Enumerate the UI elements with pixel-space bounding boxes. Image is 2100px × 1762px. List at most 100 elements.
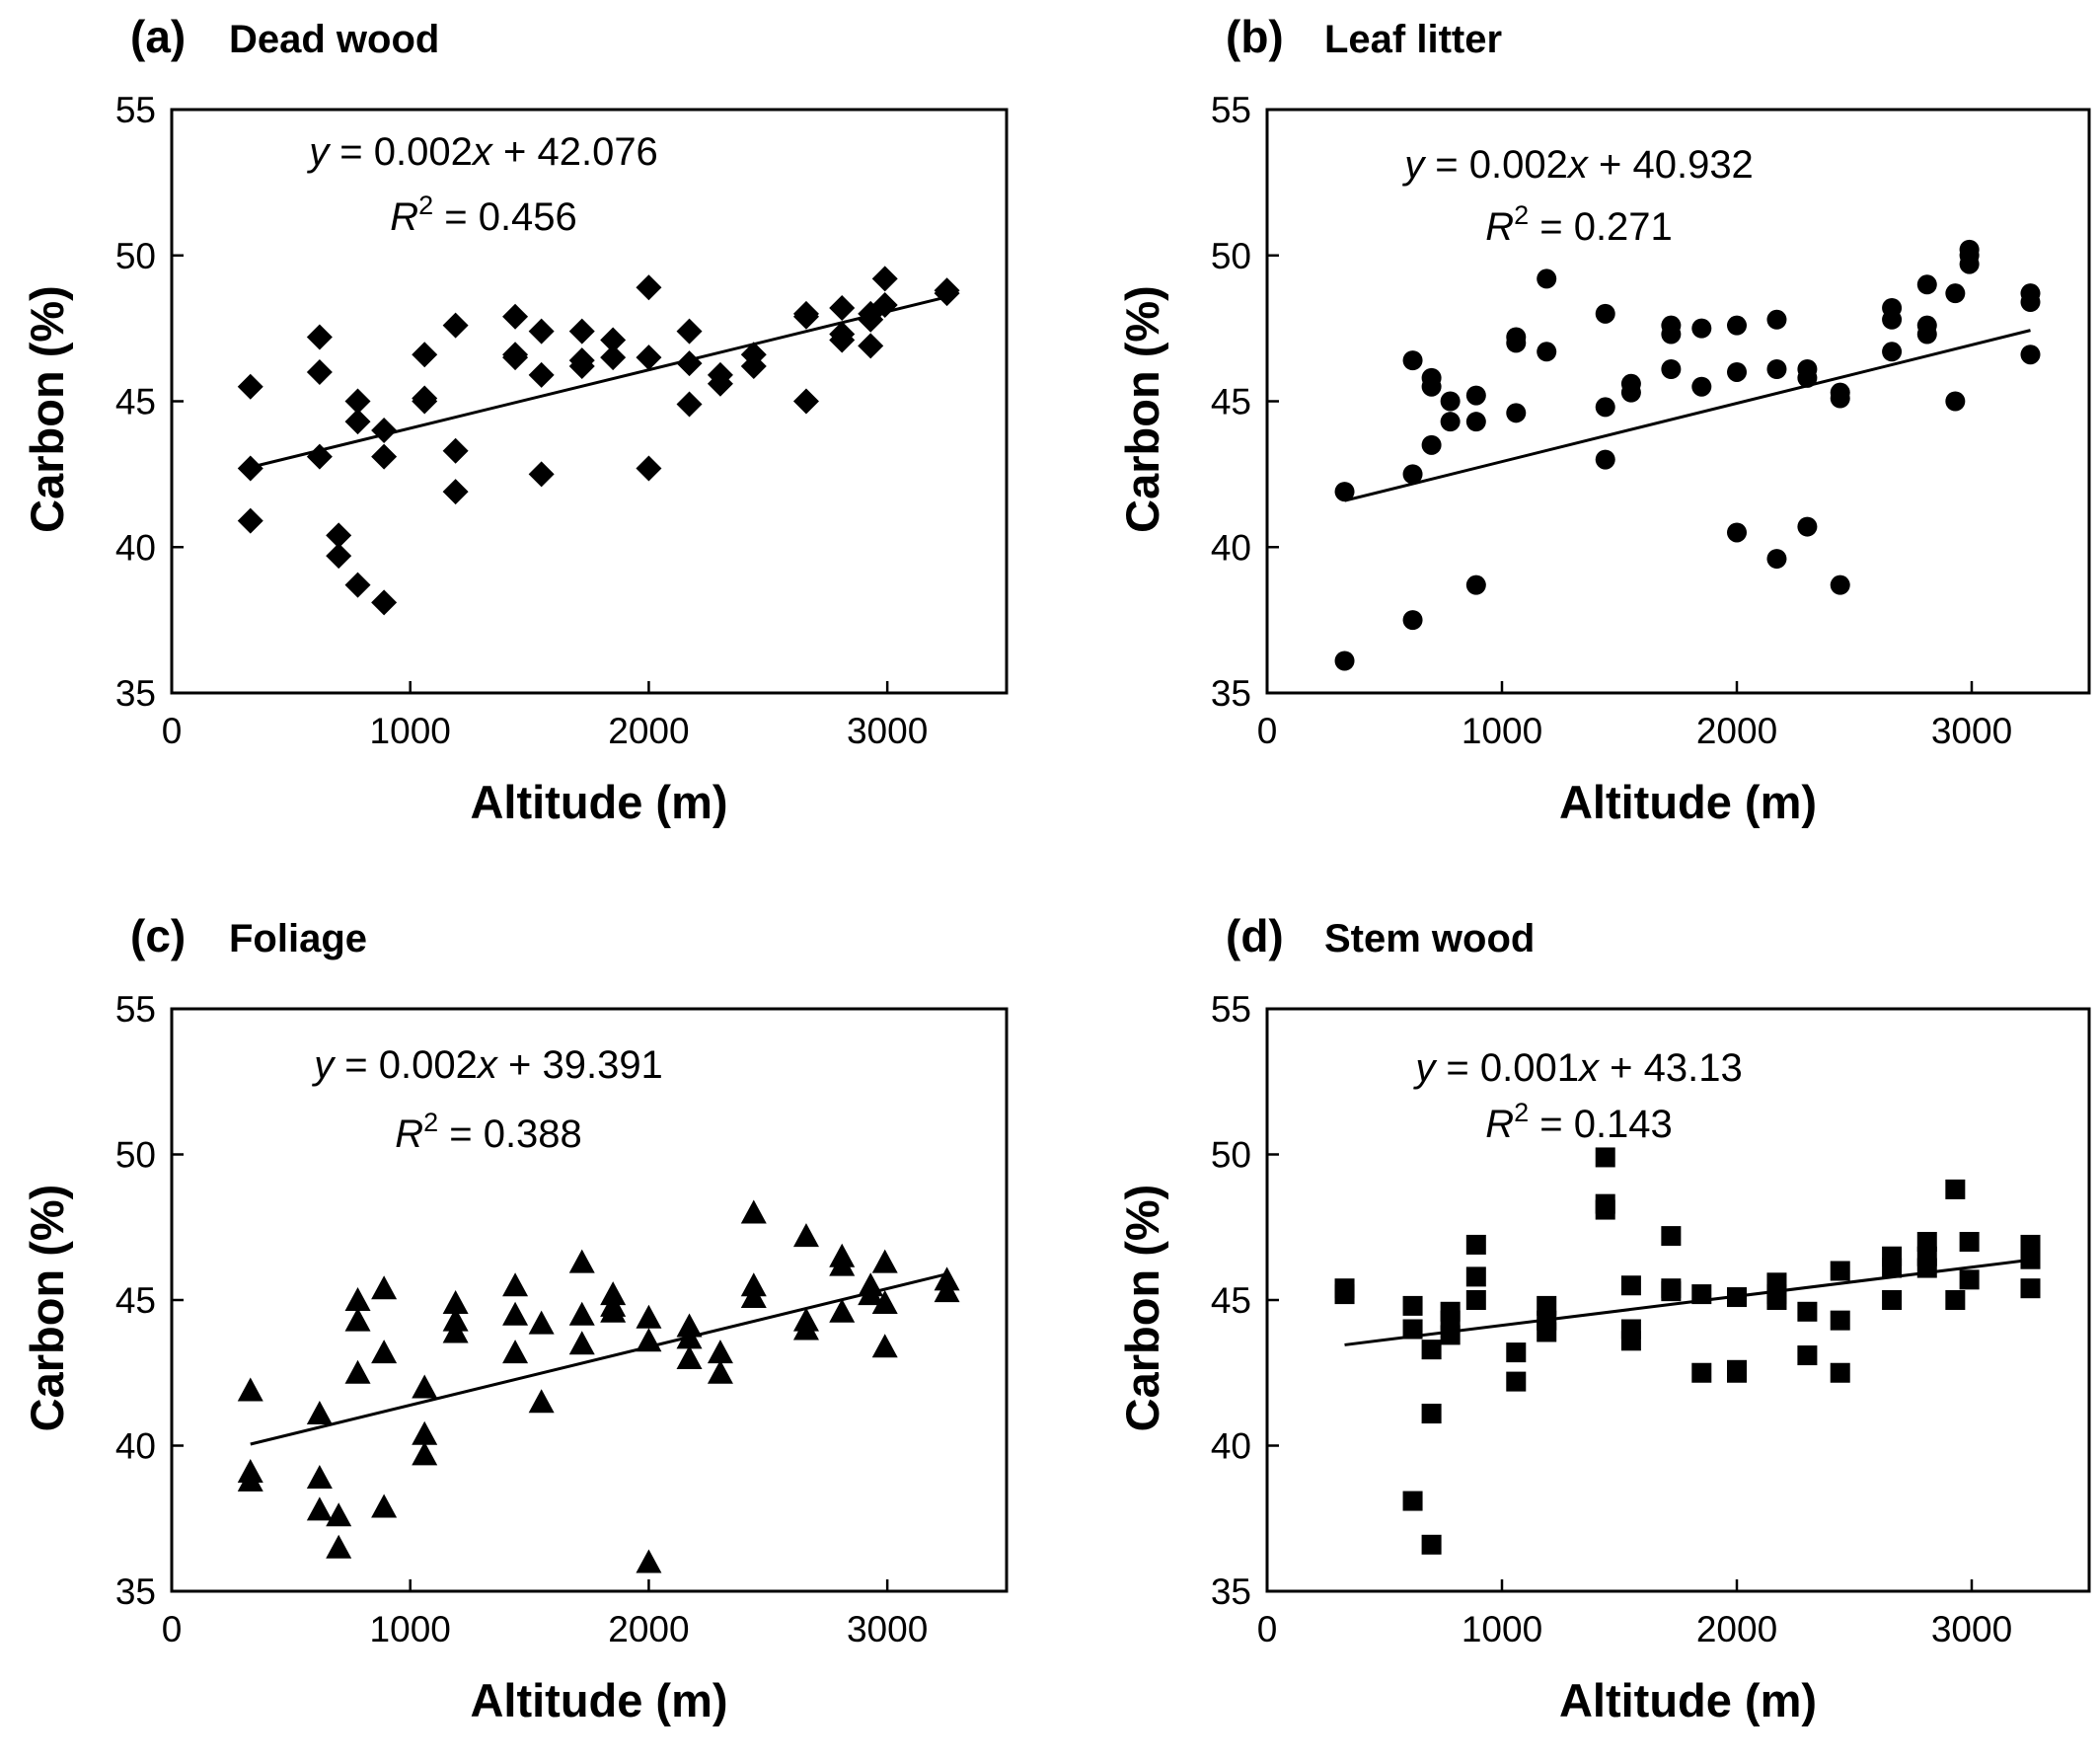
data-point-circle [1421, 376, 1442, 397]
data-points [1334, 239, 2041, 671]
regression-line [250, 295, 947, 469]
data-point-triangle [600, 1298, 627, 1323]
data-point-circle [1882, 342, 1903, 362]
data-point-triangle [344, 1287, 371, 1311]
data-point-triangle [326, 1534, 352, 1559]
data-point-circle [1766, 309, 1787, 330]
x-tick-label: 0 [162, 1609, 183, 1649]
equation-part: = 0.001 [1435, 1046, 1579, 1090]
data-point-diamond [344, 409, 371, 435]
data-point-circle [1506, 333, 1527, 353]
data-point-circle [1766, 358, 1787, 379]
data-point-diamond [371, 418, 398, 444]
data-point-circle [1945, 391, 1966, 412]
data-point-circle [1465, 385, 1486, 406]
data-point-circle [1595, 303, 1615, 324]
data-point-circle [1402, 350, 1423, 371]
equation-part: x [1577, 1046, 1601, 1090]
data-point-square [1661, 1281, 1682, 1302]
axis-ticks [170, 1007, 889, 1593]
data-point-triangle [528, 1310, 555, 1335]
data-point-triangle [371, 1494, 398, 1518]
data-point-triangle [502, 1272, 529, 1297]
data-point-triangle [326, 1502, 352, 1527]
data-point-circle [1465, 575, 1486, 595]
x-tick-label: 3000 [1931, 711, 2012, 751]
data-point-square [1766, 1290, 1787, 1310]
data-point-square [1882, 1258, 1903, 1278]
data-point-triangle [871, 1249, 898, 1273]
data-point-circle [1595, 449, 1615, 470]
data-point-circle [1691, 318, 1712, 339]
plot-frame [170, 108, 1009, 695]
x-axis-title: Altitude (m) [470, 1674, 727, 1726]
data-point-diamond [871, 266, 898, 292]
y-tick-label: 35 [1211, 673, 1251, 714]
y-axis-title: Carbon (%) [21, 1185, 73, 1432]
data-point-diamond [871, 291, 898, 318]
panel-title: Stem wood [1324, 917, 1535, 960]
data-point-square [1691, 1362, 1712, 1383]
panel-title: Dead wood [229, 18, 439, 61]
data-point-triangle [306, 1496, 333, 1521]
chart-panel: (c) Foliage 35 40 45 50 55 0 1000 2000 3000 Altitud… [21, 910, 1009, 1726]
data-point-square [1830, 1310, 1850, 1331]
data-point-square [1620, 1275, 1641, 1296]
axis-ticks [170, 108, 889, 695]
data-point-circle [1661, 324, 1682, 345]
y-tick-label: 55 [1211, 989, 1251, 1030]
data-point-circle [1465, 412, 1486, 432]
data-point-square [1830, 1362, 1850, 1383]
data-point-circle [1595, 397, 1615, 418]
y-tick-label: 50 [1211, 236, 1251, 276]
data-point-triangle [934, 1278, 960, 1303]
r-superscript: 2 [1514, 1098, 1529, 1127]
data-point-triangle [707, 1340, 733, 1364]
data-point-square [1797, 1301, 1818, 1322]
panel-title: Leaf litter [1324, 18, 1502, 61]
data-point-square [1882, 1290, 1903, 1310]
y-tick-label: 40 [115, 1426, 156, 1467]
data-point-triangle [502, 1340, 529, 1364]
data-point-diamond [371, 589, 398, 616]
equation-part: y [1412, 1046, 1438, 1090]
data-point-diamond [636, 345, 662, 371]
equation-part: + 39.391 [497, 1043, 663, 1087]
equation-part: + 42.076 [492, 130, 658, 174]
panel-title: Foliage [229, 917, 367, 960]
data-point-diamond [568, 353, 595, 380]
y-tick-label: 55 [115, 90, 156, 130]
data-point-diamond [829, 294, 856, 321]
data-point-diamond [502, 303, 529, 330]
data-point-square [1830, 1261, 1850, 1281]
data-point-circle [1620, 382, 1641, 403]
y-tick-label: 50 [1211, 1135, 1251, 1176]
data-point-square [1959, 1269, 1980, 1290]
data-points [237, 1199, 960, 1573]
data-point-square [1691, 1284, 1712, 1305]
x-tick-label: 1000 [370, 711, 451, 751]
r-squared: R2 = 0.456 [390, 191, 577, 239]
regression-equation: y = 0.001x + 43.13 [1412, 1046, 1742, 1090]
data-point-diamond [858, 333, 884, 359]
data-point-triangle [344, 1359, 371, 1384]
r-symbol: R [390, 195, 418, 239]
x-axis-title: Altitude (m) [1559, 1674, 1817, 1726]
data-point-square [1506, 1342, 1527, 1363]
data-point-square [1945, 1179, 1966, 1199]
data-point-square [1620, 1331, 1641, 1351]
equation-part: x [1566, 143, 1590, 187]
data-point-diamond [676, 318, 703, 345]
data-point-diamond [412, 342, 438, 368]
data-point-triangle [829, 1298, 856, 1323]
y-axis-title: Carbon (%) [1116, 285, 1168, 533]
plot-frame [1265, 108, 2091, 695]
data-point-diamond [528, 361, 555, 388]
data-point-circle [1537, 342, 1557, 362]
x-tick-label: 2000 [608, 711, 689, 751]
regression-line [250, 1272, 947, 1446]
data-point-triangle [871, 1289, 898, 1314]
data-point-triangle [568, 1331, 595, 1355]
x-tick-label: 0 [1257, 711, 1278, 751]
r-value: = 0.456 [433, 195, 577, 239]
